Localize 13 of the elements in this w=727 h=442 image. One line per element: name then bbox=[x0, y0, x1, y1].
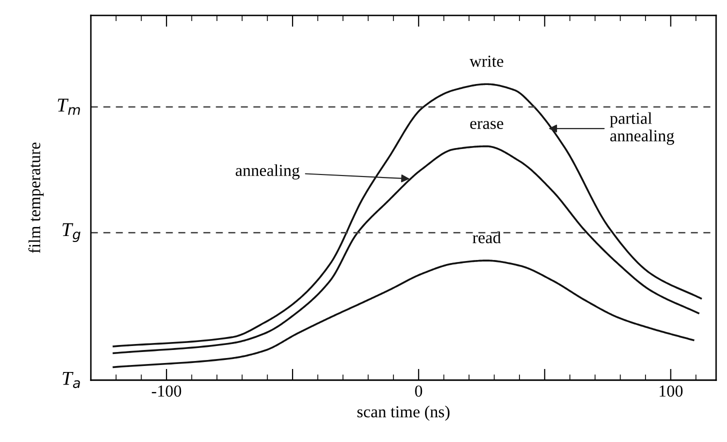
annotation: write bbox=[470, 56, 504, 67]
text: T$_{a}$ bbox=[62, 372, 80, 388]
x-tick-label: 0 bbox=[415, 385, 422, 397]
annotation: erase bbox=[470, 121, 504, 130]
ref-line-label: T$_{g}$ bbox=[62, 223, 80, 242]
annotation: read bbox=[472, 232, 501, 244]
x-tick-label: -100 bbox=[152, 385, 182, 397]
annotation: partial annealing bbox=[610, 112, 674, 145]
x-tick-label: 100 bbox=[660, 385, 683, 397]
ref-line-label: T$_{m}$ bbox=[58, 98, 80, 115]
annotation: annealing bbox=[236, 164, 300, 180]
x-axis-title: scan time (ns) bbox=[357, 406, 450, 421]
y-axis-title: film temperature bbox=[28, 142, 44, 254]
